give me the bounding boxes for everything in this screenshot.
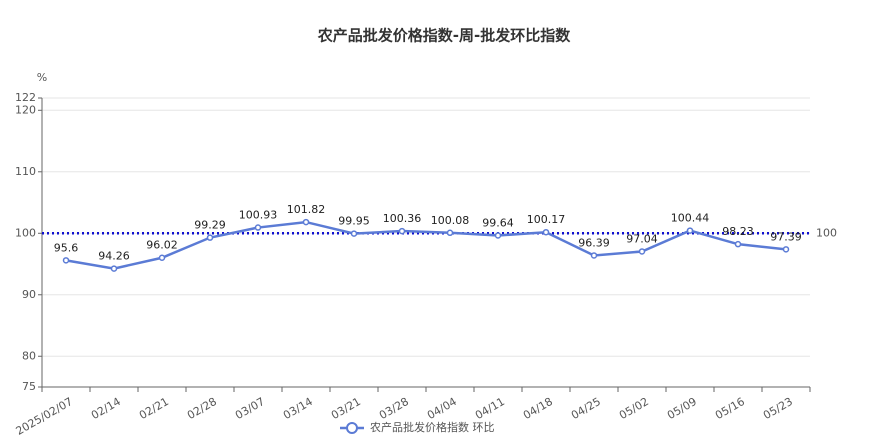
point	[206, 234, 214, 241]
point	[494, 232, 502, 239]
point	[542, 228, 550, 236]
y-tick-label: 100	[15, 226, 36, 239]
legend-marker	[346, 422, 358, 434]
value-label: 99.95	[338, 215, 370, 228]
x-tick-label: 04/04	[425, 395, 459, 422]
x-tick-label: 02/21	[137, 395, 171, 422]
x-tick-label: 04/18	[521, 395, 555, 422]
value-label: 101.82	[287, 203, 326, 216]
x-tick-label: 02/14	[89, 395, 123, 422]
point	[254, 224, 262, 231]
value-label: 100.36	[383, 212, 422, 225]
point	[398, 227, 406, 235]
y-tick-label: 80	[22, 349, 36, 362]
point	[62, 257, 70, 264]
value-label: 96.02	[146, 239, 178, 252]
x-tick-label: 04/25	[569, 395, 603, 422]
x-tick-label: 05/16	[713, 395, 747, 422]
x-tick-label: 04/11	[473, 395, 507, 422]
value-label: 95.6	[54, 241, 79, 254]
point	[782, 246, 790, 253]
point	[638, 248, 646, 255]
y-tick-label: 90	[22, 288, 36, 301]
y-tick-label: 120	[15, 103, 36, 116]
value-label: 99.29	[194, 219, 226, 232]
point	[590, 252, 598, 259]
legend-label: 农产品批发价格指数 环比	[370, 420, 495, 434]
value-label: 97.39	[770, 230, 802, 243]
point	[110, 265, 118, 272]
value-label: 100.17	[527, 213, 566, 226]
y-tick-label: 122	[15, 91, 36, 104]
value-label: 100.93	[239, 209, 278, 222]
x-tick-label: 05/09	[665, 395, 699, 422]
point	[302, 218, 310, 226]
x-tick-label: 03/21	[329, 395, 363, 422]
value-label: 96.39	[578, 236, 610, 249]
series-line	[65, 220, 787, 270]
point	[350, 230, 358, 237]
point	[686, 227, 694, 234]
y-unit: %	[37, 71, 47, 84]
point	[734, 240, 742, 248]
x-tick-label: 05/02	[617, 395, 651, 422]
point	[446, 229, 454, 237]
x-tick-label: 03/07	[233, 395, 267, 422]
point	[158, 254, 166, 261]
x-tick-label: 03/28	[377, 395, 411, 422]
x-tick-label: 02/28	[185, 395, 219, 422]
value-label: 98.23	[722, 225, 754, 238]
value-label: 100.44	[671, 212, 710, 225]
x-tick-label: 03/14	[281, 395, 315, 422]
value-label: 97.04	[626, 232, 658, 245]
x-tick-label: 2025/02/07	[14, 395, 75, 438]
x-tick-label: 05/23	[761, 395, 795, 422]
chart-title: 农产品批发价格指数-周-批发环比指数	[317, 27, 571, 45]
value-label: 94.26	[98, 250, 130, 263]
reference-label: 100	[816, 226, 837, 239]
y-tick-label: 75	[22, 380, 36, 393]
y-tick-label: 110	[15, 165, 36, 178]
value-label: 100.08	[431, 214, 470, 227]
value-label: 99.64	[482, 216, 514, 229]
